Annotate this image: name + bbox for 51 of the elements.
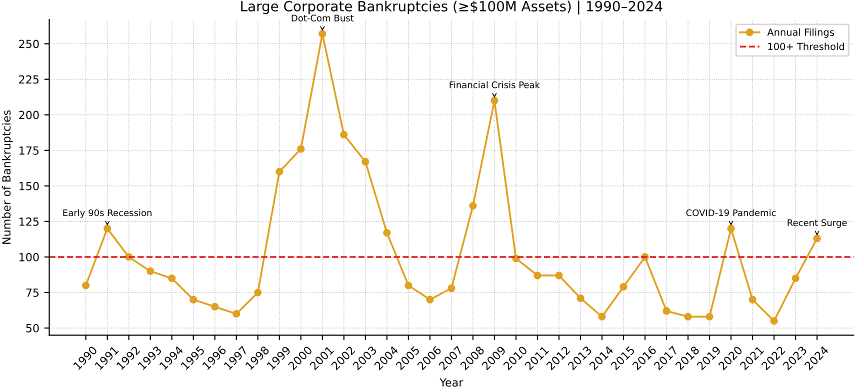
point xyxy=(168,274,176,282)
point xyxy=(555,272,563,280)
point xyxy=(146,267,154,276)
y-tick-label: 100 xyxy=(20,252,39,262)
point xyxy=(276,168,284,176)
y-tick-label: 225 xyxy=(19,75,39,84)
point xyxy=(190,296,198,304)
annotation: Dot-Com Bust xyxy=(292,14,354,22)
point xyxy=(104,224,112,232)
y-tick-label: 200 xyxy=(19,110,39,120)
point xyxy=(706,312,714,320)
point xyxy=(232,310,240,318)
x-axis-title: Year xyxy=(440,378,464,387)
point xyxy=(490,96,498,104)
y-axis-title: Number of Bankruptcies xyxy=(2,110,13,244)
legend-label: 100+ Threshold xyxy=(768,42,844,50)
point xyxy=(576,294,584,302)
point xyxy=(340,130,348,139)
point xyxy=(254,288,262,296)
point xyxy=(318,30,326,38)
point xyxy=(598,312,606,320)
point xyxy=(211,302,219,311)
point xyxy=(727,224,735,232)
point xyxy=(448,284,456,292)
point xyxy=(684,312,692,320)
point xyxy=(426,296,434,304)
chart-title: Large Corporate Bankruptcies (≥$100M Assets) | 1990–2024 xyxy=(241,0,662,15)
y-tick-label: 150 xyxy=(20,182,39,190)
point xyxy=(404,282,412,290)
annotation: Recent Surge xyxy=(788,219,847,228)
annotation: COVID-19 Pandemic xyxy=(686,209,776,216)
point xyxy=(362,158,370,166)
point xyxy=(82,282,90,290)
annotation: Early 90s Recession xyxy=(63,209,152,218)
point xyxy=(748,296,756,304)
y-tick-label: 50 xyxy=(26,324,39,332)
point xyxy=(469,202,477,210)
legend-label: Annual Filings xyxy=(767,28,834,38)
annotation: Financial Crisis Peak xyxy=(450,81,540,88)
y-tick-label: 75 xyxy=(26,288,39,297)
point xyxy=(383,228,391,237)
point xyxy=(662,307,670,315)
point xyxy=(297,145,305,153)
y-tick-label: 125 xyxy=(20,217,39,226)
point xyxy=(770,317,778,325)
y-tick-label: 175 xyxy=(20,146,39,155)
y-tick-label: 250 xyxy=(19,40,39,48)
point xyxy=(792,274,800,282)
point xyxy=(620,283,628,291)
point xyxy=(813,234,821,242)
point xyxy=(534,272,542,280)
